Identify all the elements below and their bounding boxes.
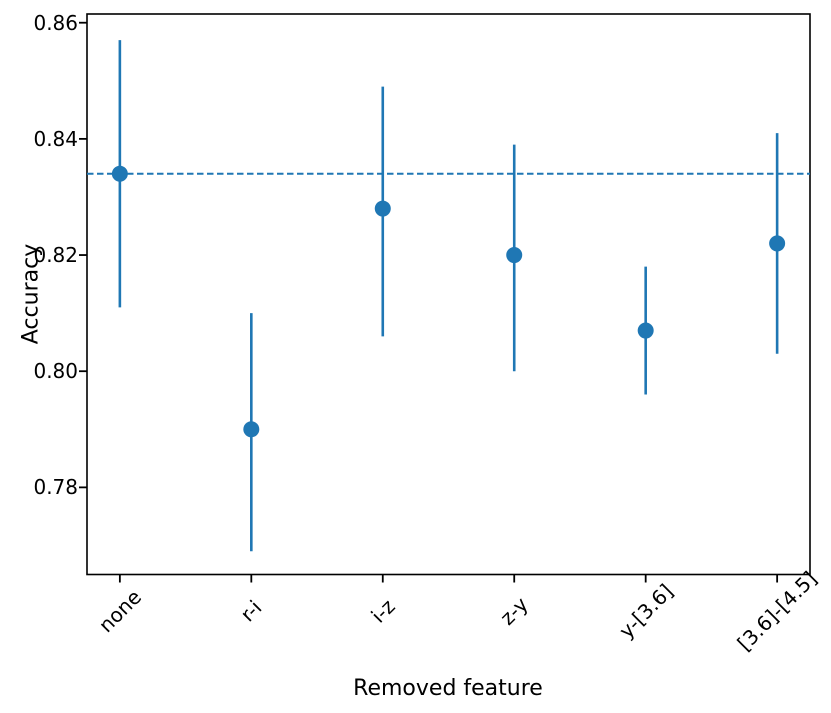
data-point-marker xyxy=(374,200,391,217)
data-point-marker xyxy=(506,247,523,264)
y-tick-label: 0.86 xyxy=(33,10,78,35)
x-axis-label: Removed feature xyxy=(353,676,543,701)
data-point-marker xyxy=(769,235,786,252)
y-tick-label: 0.82 xyxy=(33,243,78,268)
plot-frame xyxy=(86,13,811,576)
data-point-marker xyxy=(637,322,654,339)
data-point-marker xyxy=(243,421,260,438)
y-tick-label: 0.80 xyxy=(33,359,78,384)
y-tick-label: 0.84 xyxy=(33,126,78,151)
data-point-marker xyxy=(111,165,128,182)
y-tick-label: 0.78 xyxy=(33,475,78,500)
